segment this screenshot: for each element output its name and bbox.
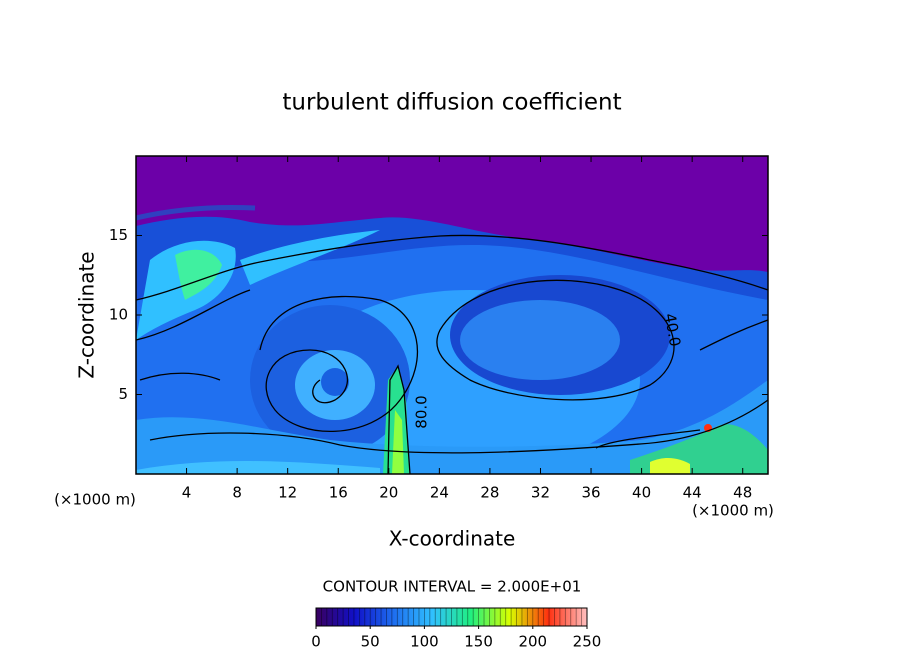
colorbar-tick-label: 200 bbox=[518, 633, 547, 651]
contour-interval: CONTOUR INTERVAL = 2.000E+01 bbox=[323, 578, 582, 596]
chart-title: turbulent diffusion coefficient bbox=[282, 90, 621, 116]
x-tick-label: 44 bbox=[683, 484, 702, 502]
contour-label: 40.0 bbox=[661, 312, 685, 348]
colorbar-tick-label: 150 bbox=[464, 633, 493, 651]
x-tick-label: 8 bbox=[232, 484, 242, 502]
x-tick-label: 16 bbox=[329, 484, 348, 502]
x-unit: (×1000 m) bbox=[692, 502, 774, 520]
x-tick-label: 40 bbox=[632, 484, 651, 502]
y-tick-label: 15 bbox=[109, 226, 128, 244]
x-tick-label: 32 bbox=[531, 484, 550, 502]
x-tick-label: 24 bbox=[430, 484, 449, 502]
contour-label: 80.0 bbox=[413, 395, 431, 428]
colorbar-tick-label: 100 bbox=[410, 633, 439, 651]
y-unit: (×1000 m) bbox=[54, 491, 136, 509]
colorbar-tick-label: 250 bbox=[573, 633, 602, 651]
x-tick-label: 4 bbox=[182, 484, 192, 502]
colorbar bbox=[315, 607, 588, 627]
field bbox=[136, 156, 768, 474]
y-tick-label: 10 bbox=[109, 306, 128, 324]
x-tick-label: 28 bbox=[480, 484, 499, 502]
x-axis-label: X-coordinate bbox=[389, 527, 516, 551]
x-tick-label: 12 bbox=[278, 484, 297, 502]
x-tick-label: 20 bbox=[379, 484, 398, 502]
x-tick-label: 48 bbox=[733, 484, 752, 502]
y-axis-label: Z-coordinate bbox=[75, 251, 99, 378]
x-tick-label: 36 bbox=[581, 484, 600, 502]
y-tick-label: 5 bbox=[118, 385, 128, 403]
colorbar-tick-label: 50 bbox=[361, 633, 380, 651]
colorbar-tick-label: 0 bbox=[311, 633, 321, 651]
